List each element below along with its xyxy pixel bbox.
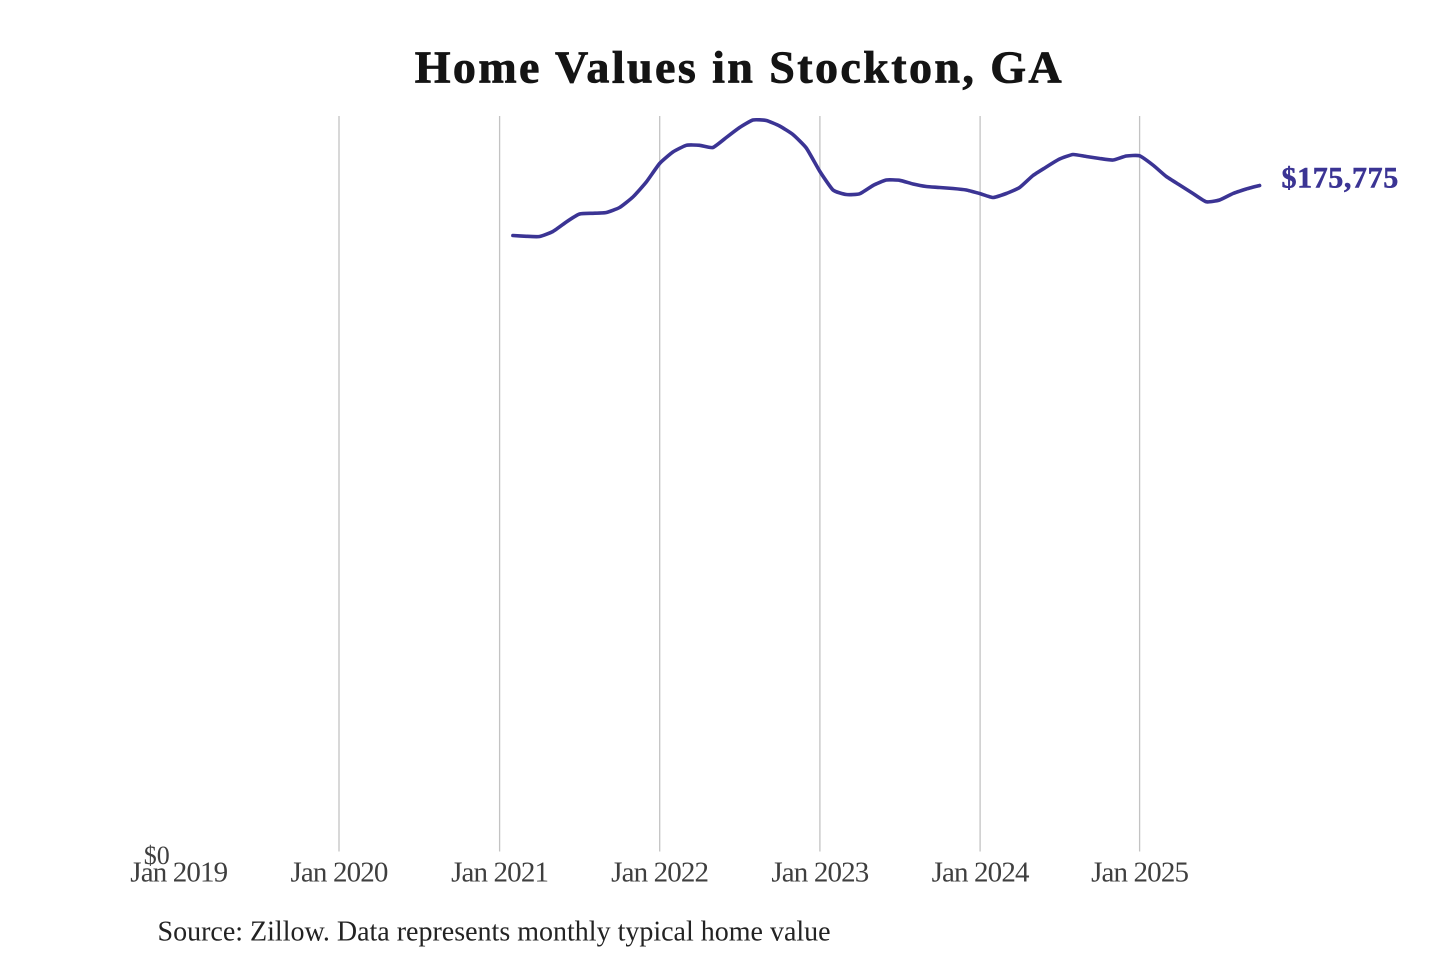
svg-text:Home Values in Stockton, GA: Home Values in Stockton, GA [415,41,1064,92]
svg-text:Jan 2024: Jan 2024 [932,857,1030,889]
svg-text:$175,775: $175,775 [1282,162,1399,195]
svg-text:Jan 2019: Jan 2019 [130,857,227,889]
svg-text:Jan 2021: Jan 2021 [451,857,548,889]
svg-text:Jan 2023: Jan 2023 [771,857,868,889]
svg-text:Jan 2022: Jan 2022 [611,857,708,889]
svg-text:Source: Zillow. Data represent: Source: Zillow. Data represents monthly … [158,917,831,948]
svg-text:Jan 2025: Jan 2025 [1091,857,1188,889]
svg-text:$0: $0 [144,841,170,870]
svg-text:Jan 2020: Jan 2020 [290,857,387,889]
